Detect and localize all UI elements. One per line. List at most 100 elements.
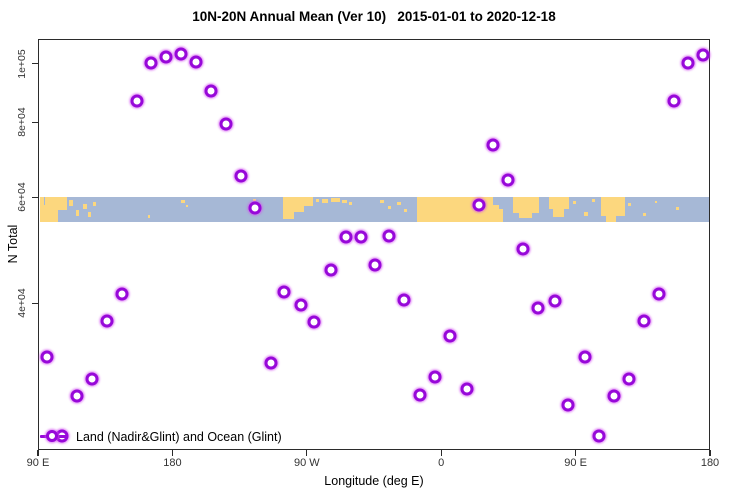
land-patch [186,205,188,207]
data-point [40,350,54,364]
legend-label: Land (Nadir&Glint) and Ocean (Glint) [76,430,282,444]
land-patch [283,212,294,219]
land-patch [40,205,46,222]
land-patch [76,210,79,216]
data-point [592,429,606,443]
land-patch [549,197,569,209]
land-patch [388,206,391,209]
data-point [578,350,592,364]
land-patch [676,207,679,210]
y-tick [32,121,38,123]
plot-area [38,39,710,450]
data-point [501,173,515,187]
x-tick [306,450,308,456]
data-point [339,230,353,244]
data-point [637,314,651,328]
land-patch [349,202,352,205]
y-tick [32,196,38,198]
data-point [472,198,486,212]
data-point [204,84,218,98]
data-point [413,388,427,402]
data-point [219,117,233,131]
land-patch [417,197,503,222]
land-patch [45,197,58,222]
data-point [561,398,575,412]
land-patch [606,216,616,222]
land-patch [513,197,539,213]
data-point [174,47,188,61]
y-tick [32,63,38,65]
data-point [382,229,396,243]
data-point [397,293,411,307]
data-point [548,294,562,308]
ocean-patch [499,205,505,209]
land-patch [148,215,150,218]
x-tick [575,450,577,456]
x-tick [171,450,173,456]
land-patch [304,197,313,206]
x-tick-label: 180 [700,457,720,469]
data-point [696,48,710,62]
land-patch [397,202,401,205]
data-point [652,287,666,301]
data-point [428,370,442,384]
data-point [189,55,203,69]
land-patch [93,202,96,206]
data-point [294,298,308,312]
land-patch [283,197,304,212]
x-tick [37,450,39,456]
land-patch [628,203,631,206]
land-patch [253,199,256,201]
data-point [681,56,695,70]
data-point [248,201,262,215]
data-point [70,389,84,403]
y-axis-label: N Total [6,224,20,264]
land-patch [380,200,384,203]
y-tick-label: 1e+05 [16,49,28,79]
data-point [115,287,129,301]
x-tick-label: 0 [438,457,445,469]
data-point [234,169,248,183]
land-patch [643,213,646,216]
data-point [622,372,636,386]
x-axis-label: Longitude (deg E) [324,474,424,488]
data-point [277,285,291,299]
x-tick-label: 90 E [564,457,587,469]
data-point [307,315,321,329]
land-patch [316,199,319,202]
data-point [324,263,338,277]
ocean-patch [493,197,505,205]
data-point [368,258,382,272]
legend-circle-icon [46,430,58,442]
data-point [486,138,500,152]
land-patch [342,200,347,203]
land-patch [592,199,595,202]
data-point [85,372,99,386]
data-point [443,329,457,343]
data-point [100,314,114,328]
land-patch [404,209,407,212]
land-patch [69,200,73,206]
data-point [144,56,158,70]
x-tick-label: 180 [163,457,182,469]
land-patch [40,197,44,207]
land-patch [88,212,91,217]
land-patch [584,212,588,216]
data-point [354,230,368,244]
land-patch [573,201,576,204]
land-patch [83,204,87,209]
y-tick-label: 8e+04 [16,107,28,137]
data-point [130,94,144,108]
data-point [607,389,621,403]
land-patch [655,201,657,203]
world-map-band [40,197,709,222]
x-tick-label: 90 E [26,457,50,469]
data-point [264,356,278,370]
data-point [159,50,173,64]
land-patch [553,209,564,217]
land-patch [322,199,328,203]
x-tick-label: 90 W [293,457,320,469]
land-patch [519,213,532,218]
chart-title: 10N-20N Annual Mean (Ver 10) 2015-01-01 … [192,9,556,24]
